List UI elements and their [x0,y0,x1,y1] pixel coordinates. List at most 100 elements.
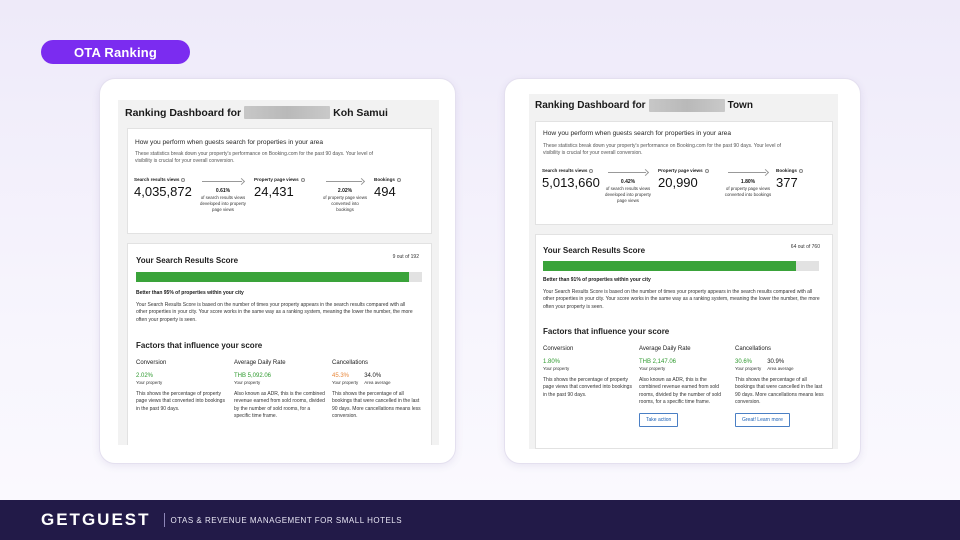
factor-sublabel: Your property [332,380,359,385]
info-icon[interactable] [704,168,709,173]
conversion-step-1: 0.42% of search results views developed … [604,168,652,204]
factor-conversion: Conversion 1.80% Your property This show… [543,346,639,427]
factor-description: Also known as ADR, this is the combined … [234,391,325,419]
factor-value: 2.02% [136,373,154,379]
performance-box: How you perform when guests search for p… [535,121,833,225]
title-suffix: Koh Samui [333,106,388,119]
score-box: Your Search Results Score 9 out of 192 B… [127,243,432,445]
conversion-pct: 1.80% [740,179,756,185]
title-prefix: Ranking Dashboard for [125,106,242,119]
factor-adr: Average Daily Rate THB 2,147.06 Your pro… [639,346,735,427]
metric-label: Bookings [776,168,797,173]
info-icon[interactable] [181,177,186,182]
factor-sublabel: Your property [639,366,666,371]
footer-tagline: OTAS & REVENUE MANAGEMENT FOR SMALL HOTE… [170,515,403,525]
info-icon[interactable] [589,168,594,173]
score-description: Your Search Results Score is based on th… [136,302,413,323]
score-progress-fill [543,261,796,271]
section-badge: OTA Ranking [41,40,190,64]
better-than-text: Better than 95% of properties within you… [136,290,244,296]
info-icon[interactable] [396,177,401,182]
conversion-pct: 0.42% [620,179,636,185]
factor-description: This shows the percentage of all booking… [332,391,421,419]
factor-label: Average Daily Rate [639,346,691,352]
performance-box: How you perform when guests search for p… [127,128,432,234]
factor-value: 45.3% [332,373,350,379]
metric-search-views: Search results views 4,035,872 [134,177,198,199]
factor-label: Average Daily Rate [234,360,286,366]
conversion-pct: 0.61% [215,188,231,194]
ranking-dashboard: Ranking Dashboard for Town How you perfo… [529,94,838,449]
score-progress-bar [543,261,819,271]
area-average-value: 30.9% [767,359,785,365]
factor-sublabel: Your property [735,366,762,371]
factors-title: Factors that influence your score [136,341,263,350]
score-progress-fill [136,272,410,282]
better-than-text: Better than 91% of properties within you… [543,277,651,283]
metric-label: Property page views [254,177,299,182]
info-icon[interactable] [798,168,803,173]
factor-sublabel: Your property [136,380,163,385]
factor-value: THB 2,147.06 [639,359,677,365]
area-average-label: Area average [364,380,391,385]
score-progress-bar [136,272,422,282]
dashboard-title: Ranking Dashboard for Koh Samui [125,106,388,119]
score-rank: 9 out of 192 [392,254,419,260]
area-average-label: Area average [767,366,794,371]
metric-label: Property page views [658,168,703,173]
area-average-value: 34.0% [364,373,382,379]
conversion-text: of property page views converted into bo… [724,185,772,197]
factor-label: Conversion [543,346,574,352]
arrow-right-icon [604,168,652,176]
factor-conversion: Conversion 2.02% Your property This show… [136,360,234,420]
score-box: Your Search Results Score 64 out of 760 … [535,234,833,449]
metric-label: Search results views [542,168,588,173]
metric-value: 494 [374,184,396,199]
conversion-step-2: 2.02% of property page views converted i… [322,177,368,213]
score-description: Your Search Results Score is based on th… [543,289,820,310]
metric-value: 24,431 [254,184,294,199]
take-action-button[interactable]: Take action [639,413,679,427]
conversion-text: of search results views developed into p… [200,194,246,212]
factor-sublabel: Your property [543,366,570,371]
conversion-step-2: 1.80% of property page views converted i… [724,168,772,198]
metric-bookings: Bookings 377 [776,168,816,190]
factor-value: 30.6% [735,359,753,365]
screenshot-card-koh-samui: Ranking Dashboard for Koh Samui How you … [99,78,456,464]
factor-description: This shows the percentage of all booking… [735,377,824,405]
metric-label: Bookings [374,177,395,182]
metrics-row: Search results views 5,013,660 0.42% of … [542,168,826,204]
metrics-row: Search results views 4,035,872 0.61% of … [134,177,425,213]
performance-subtext: These statistics break down your propert… [135,151,374,164]
factor-label: Cancellations [332,360,369,366]
brand-logo: GETGUEST [41,510,151,529]
conversion-step-1: 0.61% of search results views developed … [198,177,248,213]
arrow-right-icon [322,177,368,185]
dashboard-title: Ranking Dashboard for Town [535,99,753,112]
factor-value: THB 5,092.06 [234,373,272,379]
metric-label: Search results views [134,177,180,182]
redacted-property-name [648,99,725,112]
metric-page-views: Property page views 20,990 [658,168,718,190]
title-prefix: Ranking Dashboard for [535,100,646,111]
ranking-dashboard: Ranking Dashboard for Koh Samui How you … [118,100,439,445]
factor-description: This shows the percentage of property pa… [136,391,225,412]
footer-divider [163,513,165,527]
metric-value: 5,013,660 [542,175,600,190]
factor-cancellations: Cancellations 30.6% Your property 30.9% Ar… [735,346,831,427]
screenshot-card-town: Ranking Dashboard for Town How you perfo… [504,78,861,464]
performance-heading: How you perform when guests search for p… [135,139,324,146]
factor-adr: Average Daily Rate THB 5,092.06 Your pro… [234,360,332,420]
factor-value: 1.80% [543,359,561,365]
learn-more-button[interactable]: Great! Learn more [735,413,790,427]
info-icon[interactable] [300,177,305,182]
factors-row: Conversion 2.02% Your property This show… [136,360,430,420]
score-title: Your Search Results Score [136,256,239,265]
factors-row: Conversion 1.80% Your property This show… [543,346,831,427]
factor-cancellations: Cancellations 45.3% Your property 34.0% Ar… [332,360,430,420]
arrow-right-icon [198,177,248,185]
metric-value: 377 [776,175,798,190]
performance-subtext: These statistics break down your propert… [543,143,782,156]
arrow-right-icon [724,168,772,176]
factor-description: Also known as ADR, this is the combined … [639,377,721,405]
